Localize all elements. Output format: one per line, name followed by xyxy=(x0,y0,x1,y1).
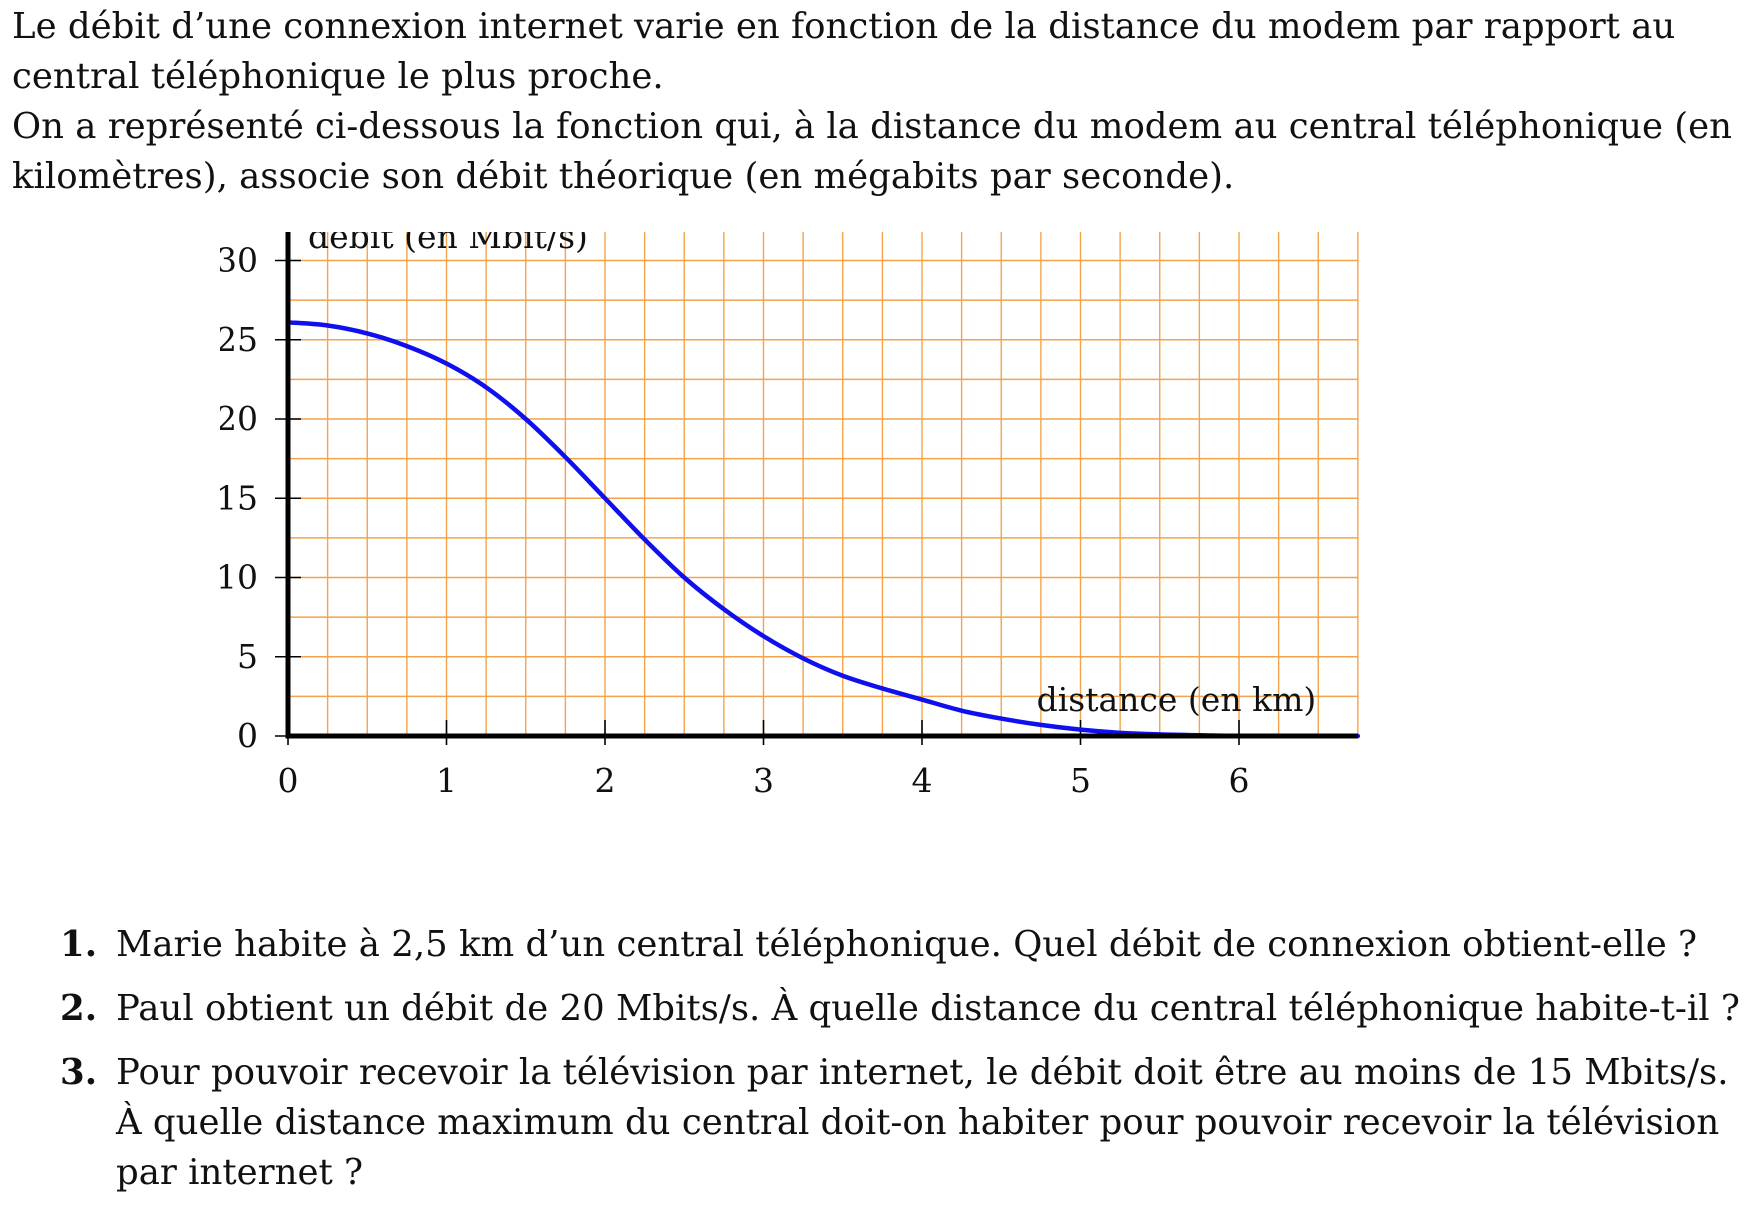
question-text: Marie habite à 2,5 km d’un central télép… xyxy=(116,924,1698,965)
question-text: Paul obtient un débit de 20 Mbits/s. À q… xyxy=(116,988,1740,1029)
y-tick-label: 5 xyxy=(237,637,258,676)
question-number: 2. xyxy=(60,988,98,1029)
question-item: 1. Marie habite à 2,5 km d’un central tél… xyxy=(60,920,1750,970)
y-tick-label: 15 xyxy=(220,478,258,517)
chart-ticks xyxy=(275,259,1240,745)
question-number: 1. xyxy=(60,924,98,965)
x-tick-label: 5 xyxy=(1070,761,1091,800)
x-tick-label: 6 xyxy=(1229,761,1250,800)
chart-grid xyxy=(287,232,1359,737)
intro-paragraph-2: On a représenté ci-dessous la fonction q… xyxy=(12,106,1733,197)
x-axis-label: distance (en km) xyxy=(1037,680,1317,719)
x-tick-label: 2 xyxy=(595,761,616,800)
intro-text: Le débit d’une connexion internet varie … xyxy=(12,2,1747,202)
question-list: 1. Marie habite à 2,5 km d’un central tél… xyxy=(60,920,1750,1212)
y-tick-label: 25 xyxy=(220,320,258,359)
y-tick-label: 0 xyxy=(237,716,258,755)
question-number: 3. xyxy=(60,1052,98,1093)
y-tick-label: 10 xyxy=(220,558,258,597)
question-text: Pour pouvoir recevoir la télévision par … xyxy=(116,1052,1729,1093)
x-tick-label: 4 xyxy=(912,761,933,800)
y-tick-label: 30 xyxy=(220,241,258,280)
x-tick-label: 3 xyxy=(753,761,774,800)
debit-curve xyxy=(285,320,1361,739)
y-tick-label: 20 xyxy=(220,399,258,438)
x-tick-label: 0 xyxy=(278,761,299,800)
question-text: À quelle distance maximum du central doi… xyxy=(116,1102,1720,1193)
question-item: 2. Paul obtient un débit de 20 Mbits/s. À… xyxy=(60,984,1750,1034)
tick-labels: 0 1 2 3 4 5 6 0 5 10 15 20 25 30 xyxy=(220,241,1250,801)
x-tick-label: 1 xyxy=(436,761,457,800)
question-item: 3. Pour pouvoir recevoir la télévision pa… xyxy=(60,1048,1750,1198)
debit-distance-chart: débit (en Mbit/s) distance (en km) 0 1 2 3 4… xyxy=(220,232,1361,801)
intro-paragraph-1: Le débit d’une connexion internet varie … xyxy=(12,6,1676,97)
y-axis-label: débit (en Mbit/s) xyxy=(308,232,588,256)
